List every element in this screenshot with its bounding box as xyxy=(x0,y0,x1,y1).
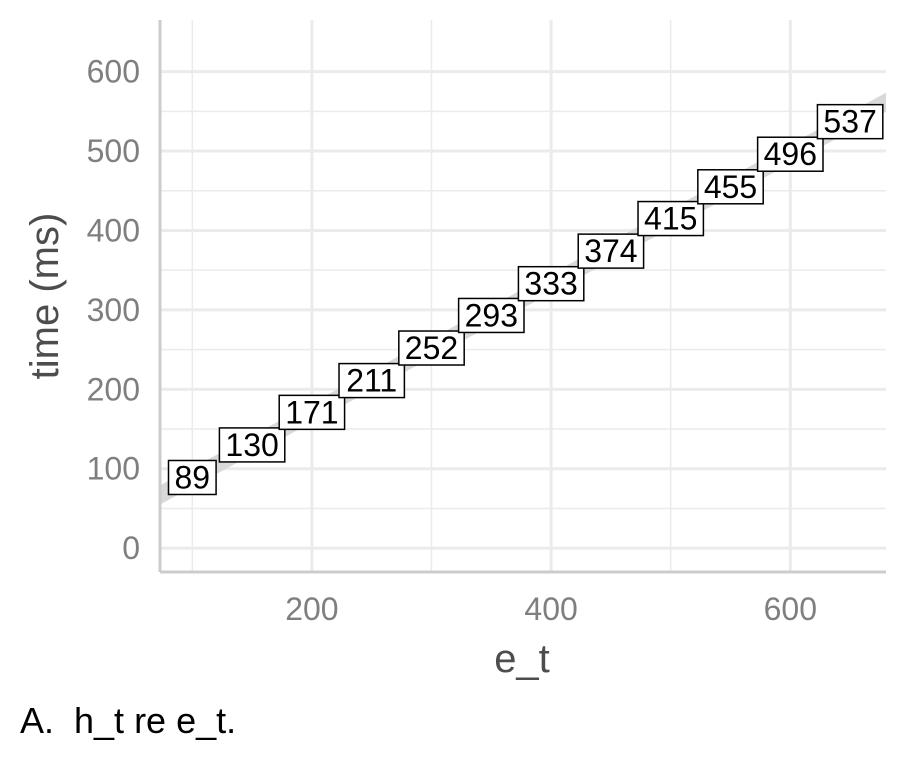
x-tick-label: 600 xyxy=(764,591,817,627)
x-axis-title: e_t xyxy=(494,637,550,681)
data-label-box xyxy=(697,169,764,205)
data-label-text: 496 xyxy=(764,136,817,172)
y-tick-label: 300 xyxy=(87,292,140,328)
data-label-text: 171 xyxy=(285,394,338,430)
x-tick-labels: 200 400 600 xyxy=(285,591,817,627)
data-label-text: 130 xyxy=(225,427,278,463)
data-label-box xyxy=(756,136,824,172)
data-label-box xyxy=(517,265,585,302)
data-label: 537 xyxy=(816,103,884,140)
data-label-text: 252 xyxy=(405,330,458,366)
y-tick-label: 200 xyxy=(87,371,140,407)
data-label: 89 xyxy=(167,459,217,496)
data-label-text: 455 xyxy=(704,169,757,205)
data-label: 130 xyxy=(218,427,286,463)
data-label-text: 415 xyxy=(644,201,697,237)
y-tick-label: 500 xyxy=(87,133,140,169)
chart: 0 100 200 300 400 500 600 200 400 600 89 13017121… xyxy=(23,20,886,681)
data-label-box xyxy=(338,362,406,399)
data-label: 374 xyxy=(577,233,645,269)
data-label: 171 xyxy=(278,394,346,431)
data-label-text: 333 xyxy=(524,266,577,302)
data-label-text: 211 xyxy=(346,363,397,399)
x-tick-label: 400 xyxy=(524,591,577,627)
data-label-box xyxy=(577,233,645,269)
y-tick-label: 600 xyxy=(87,54,140,90)
data-label: 211 xyxy=(338,362,406,399)
data-label-text: 537 xyxy=(823,104,876,140)
data-label-box xyxy=(218,427,286,463)
data-label-box xyxy=(398,330,465,366)
data-label-box xyxy=(637,200,705,237)
y-axis-title: time (ms) xyxy=(23,213,67,380)
data-label: 496 xyxy=(756,136,824,172)
data-label-text: 293 xyxy=(465,297,518,333)
data-label: 455 xyxy=(697,169,764,205)
data-label-box xyxy=(816,103,884,140)
data-label-box xyxy=(167,459,217,496)
y-tick-label: 400 xyxy=(87,212,140,248)
x-tick-label: 200 xyxy=(285,591,338,627)
data-label-text: 374 xyxy=(584,233,637,269)
data-label-text: 89 xyxy=(174,459,210,495)
y-tick-label: 100 xyxy=(87,451,140,487)
y-tick-labels: 0 100 200 300 400 500 600 xyxy=(87,54,140,567)
data-label: 415 xyxy=(637,200,705,237)
axes xyxy=(158,20,886,574)
data-label: 293 xyxy=(457,297,525,334)
data-label-box xyxy=(278,394,346,431)
data-label-box xyxy=(457,297,525,334)
data-label: 252 xyxy=(398,330,465,366)
data-label: 333 xyxy=(517,265,585,302)
figure-caption: A. h_t re e_t. xyxy=(20,700,237,741)
y-tick-label: 0 xyxy=(122,530,140,566)
